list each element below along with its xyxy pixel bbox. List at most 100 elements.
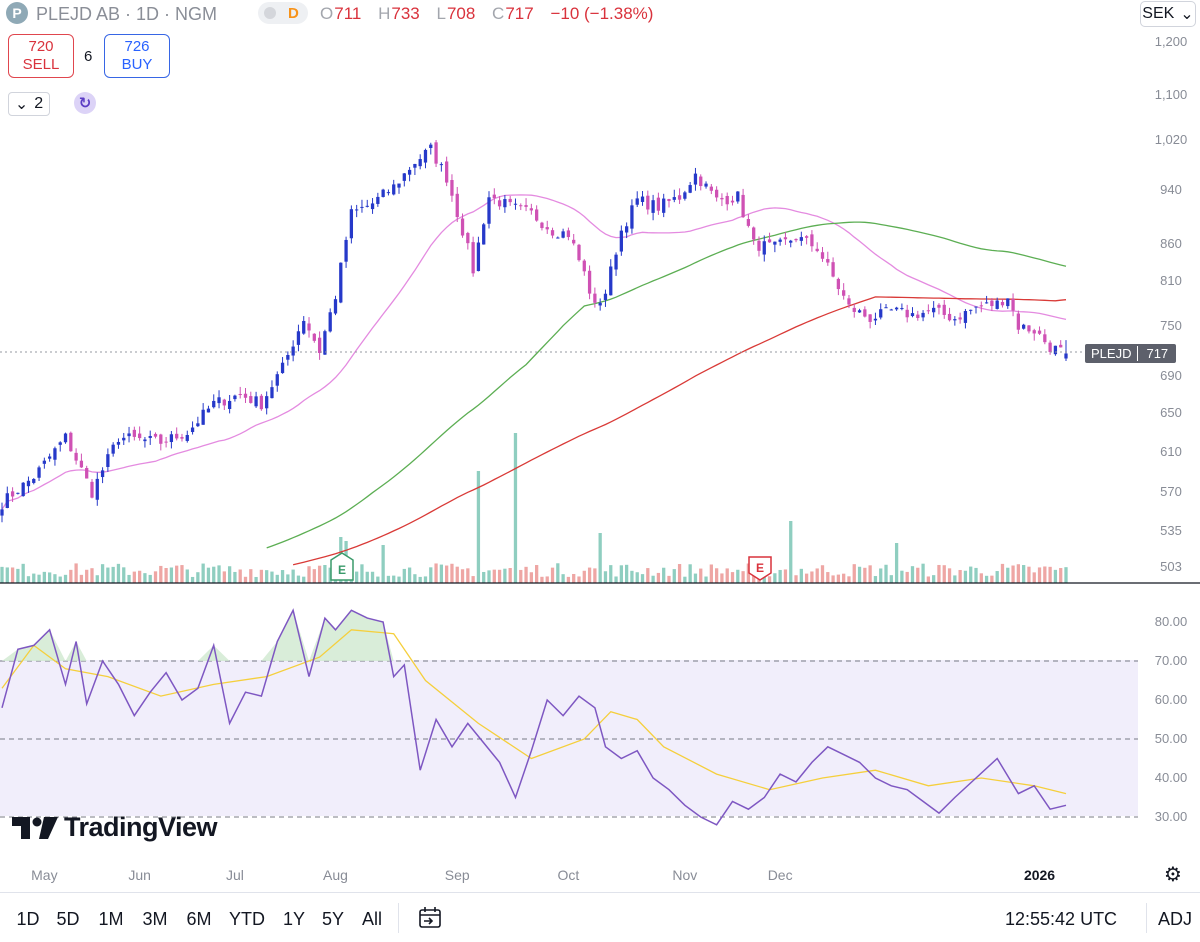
volume-bar [1064,567,1068,583]
change-value: −10 (−1.38%) [550,4,654,23]
range-button-6m[interactable]: 6M [186,909,212,929]
earnings-marker-oct[interactable]: E [748,556,772,581]
candle-body [180,437,184,439]
candle-body [847,298,851,305]
chevron-down-icon: ⌄ [1180,6,1194,23]
volume-bar [74,563,78,583]
volume-bar [693,573,698,583]
candle-body [540,222,544,229]
candle-body [683,192,687,199]
volume-bar [550,567,555,583]
utc-clock[interactable]: 12:55:42 UTC [1005,909,1118,929]
candle-body [402,173,406,181]
candle-body [836,278,841,290]
candle-body [16,492,20,494]
range-button-1y[interactable]: 1Y [282,909,306,929]
chart-canvas[interactable]: E E [0,0,1200,892]
candle-body [259,395,264,410]
volume-bar [365,571,369,583]
candle-body [831,262,835,277]
adj-button[interactable]: ADJ [1158,909,1193,929]
candle-body [857,310,862,313]
candlesticks[interactable] [0,139,1068,523]
volume-bar [656,572,661,583]
candle-body [519,205,523,207]
volume-bar [794,575,798,583]
buy-button[interactable]: 726 BUY [104,34,170,78]
candle-body [291,346,295,356]
candle-body [48,456,52,459]
price-axis-label: 535 [1160,523,1182,538]
volume-bar [137,570,142,583]
volume-bar [720,573,724,583]
time-axis-label: Nov [672,867,698,883]
volume-bar [455,566,459,583]
calendar-goto-icon[interactable] [417,905,443,931]
volume-bar [556,563,560,583]
volume-bar [106,567,110,583]
candle-body [74,452,78,461]
candle-body [265,396,269,409]
candle-body [789,240,793,243]
volume-bar [249,569,253,583]
range-button-ytd[interactable]: YTD [229,909,265,929]
volume-bar [1059,568,1063,583]
delay-badge[interactable]: D [258,2,308,24]
candle-body [762,241,766,255]
candle-body [296,331,301,345]
range-button-5d[interactable]: 5D [56,909,80,929]
volume-bar [381,545,385,583]
candle-body [815,248,819,252]
candle-body [889,309,893,311]
symbol-title[interactable]: PLEJD AB · 1D · NGM [36,4,218,24]
ohlc-readout: O711 H733 L708 C717 −10 (−1.38%) [320,4,654,23]
volume-bar [815,568,819,583]
candle-body [635,198,639,205]
volume-bar [265,570,269,583]
sell-button[interactable]: 720 SELL [8,34,74,78]
candle-body [1000,301,1005,306]
volume-bar [974,567,978,583]
range-button-1d[interactable]: 1D [16,909,40,929]
candle-body [339,262,343,303]
volume-bar [513,433,518,583]
candle-body [153,433,158,437]
volume-bar [958,569,962,583]
range-button-1m[interactable]: 1M [98,909,124,929]
toolbar-divider [1146,903,1147,933]
volume-bar [725,568,729,583]
rsi-band [0,660,1138,816]
range-button-all[interactable]: All [361,909,383,929]
volume-bar [894,543,899,583]
candle-body [302,320,306,334]
volume-bar [714,568,719,583]
candle-body [243,393,248,398]
candle-body [100,470,105,478]
volume-bar [799,568,803,583]
volume-bar [100,564,105,583]
volume-bar [233,571,237,583]
volume-bar [1048,566,1052,583]
volume-bar [1011,565,1015,583]
volume-bar [736,569,740,583]
candle-body [466,232,470,244]
indicator-count: 2 [34,95,44,112]
refresh-icon[interactable]: ↻ [74,92,96,114]
range-button-3m[interactable]: 3M [142,909,168,929]
volume-bar [243,576,248,583]
earnings-marker-aug[interactable]: E [330,552,354,581]
indicators-toggle-button[interactable]: ⌄ 2 [8,92,50,116]
volume-bar [995,571,999,583]
volume-bar [5,567,9,583]
range-button-5y[interactable]: 5Y [321,909,345,929]
candle-body [1059,344,1063,348]
candle-body [513,203,518,205]
candle-body [476,242,481,272]
candle-body [577,244,581,261]
settings-gear-icon[interactable]: ⚙ [1164,864,1182,886]
candle-body [894,307,899,310]
candle-body [270,387,274,399]
buy-label: BUY [121,56,153,73]
candle-body [328,312,332,332]
currency-button[interactable]: SEK ⌄ [1140,1,1196,27]
